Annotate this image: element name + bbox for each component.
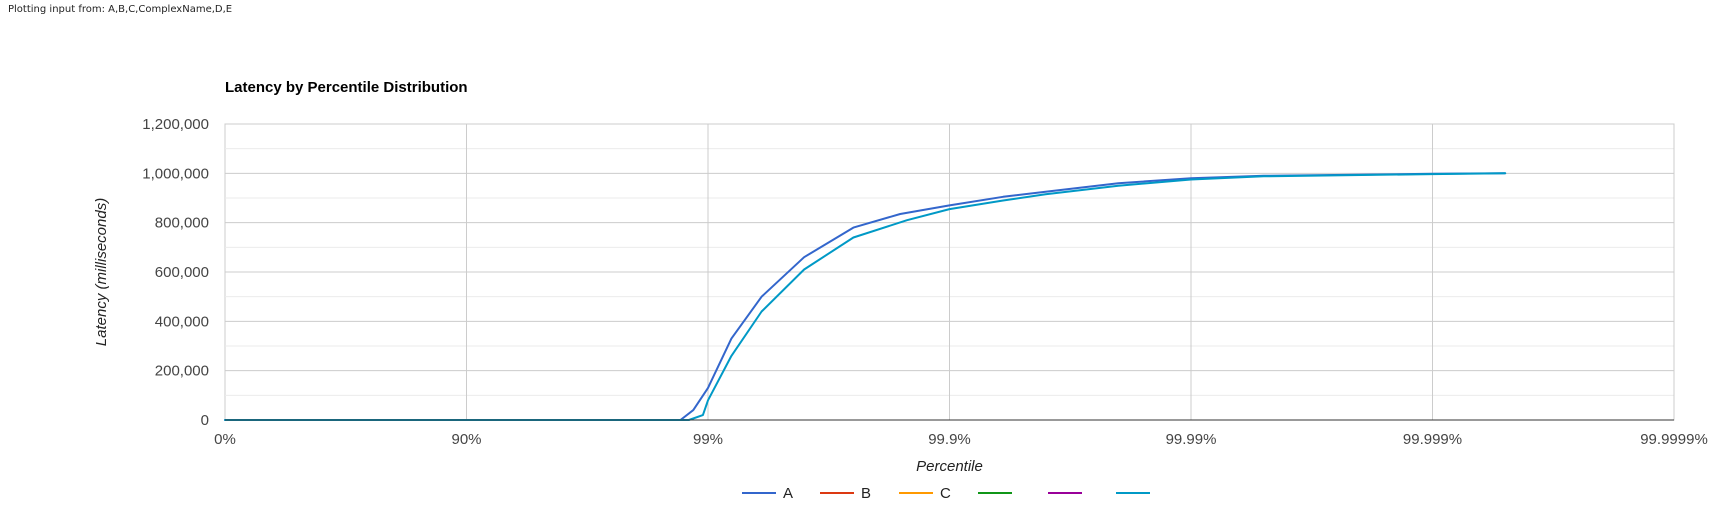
chart-title: Latency by Percentile Distribution (225, 79, 468, 96)
legend-label: B (861, 485, 871, 502)
y-tick-label: 800,000 (155, 215, 209, 232)
grid-layer (224, 123, 1675, 421)
x-tick-label: 99.999% (1403, 431, 1462, 448)
legend-item[interactable]: B (820, 485, 871, 502)
y-tick-label: 400,000 (155, 313, 209, 330)
x-tick-label: 99.99% (1166, 431, 1217, 448)
axis-layer: 0 200,000 400,000 600,000 800,000 1,000,000 1,… (93, 116, 1708, 475)
x-tick-label: 99% (693, 431, 723, 448)
source-label: Plotting input from: A,B,C,ComplexName,D… (8, 4, 233, 15)
y-tick-label: 600,000 (155, 264, 209, 281)
x-tick-label: 0% (214, 431, 236, 448)
y-tick-label: 1,200,000 (142, 116, 209, 133)
legend-label: A (783, 485, 793, 502)
x-tick-label: 99.9% (928, 431, 971, 448)
x-tick-label: 99.9999% (1640, 431, 1708, 448)
legend-item[interactable]: C (899, 485, 951, 502)
x-axis-title: Percentile (916, 458, 983, 475)
y-axis-title: Latency (milliseconds) (93, 198, 110, 346)
legend-item[interactable]: A (742, 485, 793, 502)
legend[interactable]: A B C (742, 485, 1150, 502)
x-tick-label: 90% (451, 431, 481, 448)
legend-label: C (940, 485, 951, 502)
y-tick-label: 200,000 (155, 363, 209, 380)
y-tick-label: 1,000,000 (142, 165, 209, 182)
y-tick-label: 0 (201, 412, 209, 429)
